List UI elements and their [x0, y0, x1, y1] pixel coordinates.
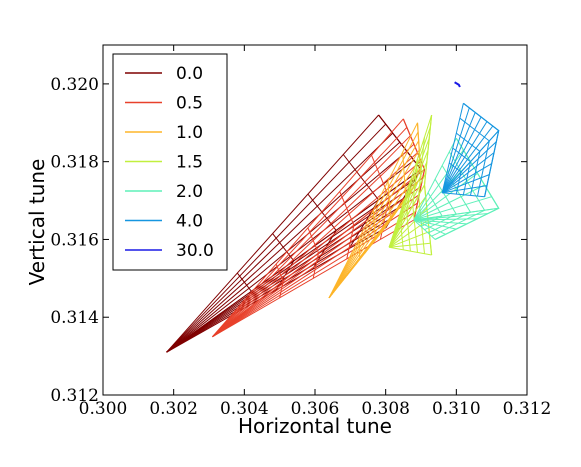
series-line: [452, 147, 472, 195]
series-line: [355, 210, 376, 265]
legend-label: 1.0: [176, 123, 203, 143]
legend-item: 0.0: [125, 64, 203, 84]
series-line: [463, 102, 500, 197]
series-layer: [166, 81, 500, 353]
plot-area: 0.300 0.302 0.304 0.306 0.308 0.310 0.312 0.312…: [50, 44, 551, 419]
legend-item: 2.0: [125, 182, 203, 202]
y-tick-label: 0.314: [50, 308, 99, 328]
x-tick-label: 0.304: [220, 399, 269, 419]
series-line: [418, 136, 425, 254]
x-tick-label: 0.300: [79, 399, 128, 419]
x-tick-label: 0.308: [361, 399, 410, 419]
legend-item: 4.0: [125, 212, 203, 232]
series-line: [346, 239, 361, 276]
legend: 0.0 0.5 1.0 1.5 2.0 4.0 30.0: [112, 53, 228, 271]
x-tick-label: 0.312: [503, 399, 552, 419]
legend-item: 1.5: [125, 153, 203, 173]
legend-item: 1.0: [125, 123, 203, 143]
series-line: [448, 162, 462, 195]
series-4.0: [441, 102, 500, 198]
x-axis-label: Horizontal tune: [238, 414, 392, 438]
series-line: [307, 227, 320, 279]
series-line: [455, 132, 481, 196]
y-tick-label: 0.312: [50, 386, 99, 406]
series-line: [423, 114, 433, 256]
ticks-layer: 0.300 0.302 0.304 0.306 0.308 0.310 0.312 0.312…: [50, 45, 551, 419]
series-line: [328, 231, 383, 299]
x-tick-label: 0.302: [149, 399, 198, 419]
series-line: [423, 114, 433, 256]
legend-item: 0.5: [125, 94, 203, 114]
legend-label: 1.5: [176, 153, 203, 173]
x-tick-label: 0.310: [432, 399, 481, 419]
series-line: [212, 219, 415, 338]
legend-label: 0.0: [176, 64, 203, 84]
legend-label: 0.5: [176, 94, 203, 114]
legend-label: 4.0: [176, 212, 203, 232]
series-line: [420, 192, 443, 227]
series-line: [381, 122, 422, 233]
series-line: [441, 103, 464, 193]
y-axis-label: Vertical tune: [25, 159, 49, 286]
y-tick-label: 0.320: [50, 75, 99, 95]
series-line: [400, 203, 404, 250]
series-line: [236, 272, 253, 311]
series-line: [389, 246, 432, 256]
series-line: [275, 263, 284, 298]
series-line: [459, 117, 490, 197]
legend-item: 30.0: [125, 241, 214, 261]
series-1.5: [388, 114, 433, 256]
x-tick-label: 0.306: [291, 399, 340, 419]
legend-label: 2.0: [176, 182, 203, 202]
series-line: [406, 181, 411, 252]
series-line: [339, 191, 355, 260]
series-line: [402, 118, 426, 221]
series-line: [454, 81, 461, 88]
y-tick-label: 0.318: [50, 153, 99, 173]
series-line: [272, 233, 295, 291]
series-line: [442, 192, 485, 198]
series-30.0: [454, 81, 461, 88]
series-line: [412, 159, 418, 253]
series-line: [413, 138, 457, 221]
series-line: [307, 193, 337, 270]
series-line: [364, 181, 391, 254]
series-0.5: [212, 118, 426, 338]
legend-label: 30.0: [176, 241, 214, 261]
y-tick-label: 0.316: [50, 230, 99, 250]
